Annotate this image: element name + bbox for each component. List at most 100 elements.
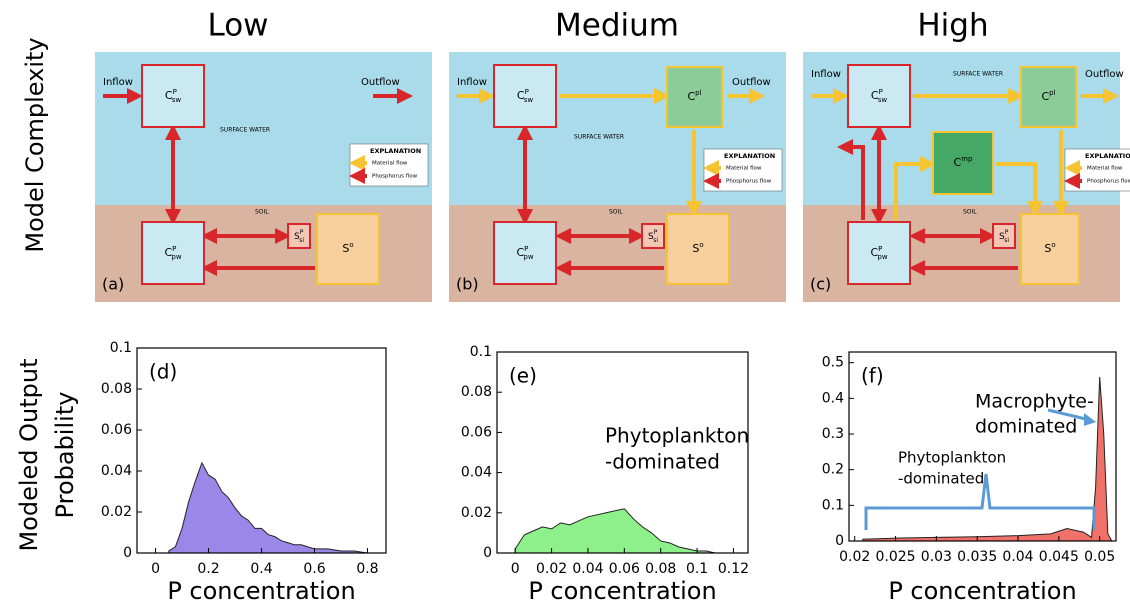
annotation: Macrophyte- xyxy=(975,391,1094,413)
panel-label: (f) xyxy=(861,364,884,388)
legend-text: Material flow xyxy=(372,161,408,167)
y-tick-label: 0.06 xyxy=(101,422,132,438)
column-title: High xyxy=(917,8,988,44)
inflow-label: Inflow xyxy=(103,77,133,88)
surface-water-label: SURFACE WATER xyxy=(574,134,624,141)
outflow-label: Outflow xyxy=(732,77,771,88)
x-axis-label: P concentration xyxy=(888,577,1076,605)
x-axis-label: P concentration xyxy=(528,577,716,605)
x-tick-label: 0.2 xyxy=(197,561,219,577)
annotation: Phytoplankton xyxy=(898,449,1006,467)
row-label: Probability xyxy=(51,392,79,519)
x-tick-label: 0.4 xyxy=(250,561,272,577)
annotation: Phytoplankton xyxy=(605,424,749,448)
label-sup: P xyxy=(173,88,177,96)
y-tick-label: 0.3 xyxy=(822,426,844,442)
label-sub: sw xyxy=(878,96,888,104)
label-sup: pl xyxy=(1049,89,1055,97)
y-tick-label: 0.02 xyxy=(101,504,132,520)
figure: Low Medium High Model Complexity Modeled… xyxy=(0,0,1130,609)
annotation: -dominated xyxy=(605,450,720,474)
x-tick-label: 0.035 xyxy=(957,549,997,565)
label-sup: o xyxy=(349,241,353,249)
label-sup: P xyxy=(1005,229,1009,236)
x-tick-label: 0.08 xyxy=(645,561,676,577)
legend-text: Material flow xyxy=(1087,166,1123,172)
x-axis-label: P concentration xyxy=(167,577,355,605)
legend-text: Phosphorus flow xyxy=(372,174,418,180)
x-tick-label: 0 xyxy=(151,561,160,577)
label-base: S xyxy=(1044,242,1051,255)
annotation: dominated xyxy=(975,416,1077,438)
label-sup: o xyxy=(1051,241,1055,249)
inflow-label: Inflow xyxy=(811,69,841,80)
label-sup: P xyxy=(878,245,882,253)
label-sub: pw xyxy=(171,253,181,261)
y-tick-label: 0.04 xyxy=(101,463,132,479)
label-sup: P xyxy=(654,229,658,236)
label-sub: si xyxy=(299,237,304,244)
area xyxy=(169,463,368,553)
x-tick-label: 0.02 xyxy=(839,549,870,565)
y-tick-label: 0.06 xyxy=(461,424,492,440)
y-tick-label: 0.1 xyxy=(110,340,132,356)
label-sup: P xyxy=(300,229,304,236)
panel-label: (a) xyxy=(102,275,124,294)
surface-water-label: SURFACE WATER xyxy=(220,127,270,134)
plot-frame xyxy=(849,352,1116,541)
x-tick-label: 0.045 xyxy=(1039,549,1079,565)
label-base: S xyxy=(342,242,349,255)
label-sub: si xyxy=(1004,237,1009,244)
legend-text: Material flow xyxy=(726,166,762,172)
diagram: InflowOutflowSURFACE WATERSOILCPswCplCmp… xyxy=(803,52,1130,302)
label-sup: P xyxy=(524,245,528,253)
row-label: Model Complexity xyxy=(21,37,49,252)
column-title: Medium xyxy=(555,8,679,44)
label-sub: pw xyxy=(523,253,533,261)
explanation-title: EXPLANATION xyxy=(1085,152,1130,160)
x-tick-label: 0.03 xyxy=(921,549,952,565)
y-tick-label: 0.04 xyxy=(461,465,492,481)
inflow-label: Inflow xyxy=(457,77,487,88)
panel-label: (d) xyxy=(149,360,177,384)
y-tick-label: 0.08 xyxy=(101,381,132,397)
x-tick-label: 0 xyxy=(511,561,520,577)
label-sub: si xyxy=(653,237,658,244)
x-tick-label: 0.05 xyxy=(1084,549,1115,565)
label-sup: P xyxy=(525,88,529,96)
outflow-label: Outflow xyxy=(361,77,400,88)
pointer-head xyxy=(1084,413,1096,426)
panel-label: (e) xyxy=(509,364,537,388)
x-tick-label: 0.04 xyxy=(1002,549,1033,565)
legend-text: Phosphorus flow xyxy=(1087,179,1130,185)
x-tick-label: 0.02 xyxy=(536,561,567,577)
compartment xyxy=(933,132,993,194)
y-tick-label: 0.1 xyxy=(470,344,492,360)
legend-text: Phosphorus flow xyxy=(726,179,772,185)
soil-label: SOIL xyxy=(255,209,269,216)
label-sup: P xyxy=(879,88,883,96)
y-tick-label: 0.5 xyxy=(822,355,844,371)
label-sub: pw xyxy=(877,253,887,261)
x-tick-label: 0.025 xyxy=(875,549,915,565)
x-tick-label: 0.1 xyxy=(686,561,708,577)
y-tick-label: 0.08 xyxy=(461,384,492,400)
label-sup: mp xyxy=(961,155,973,163)
y-tick-label: 0.2 xyxy=(822,462,844,478)
x-tick-label: 0.06 xyxy=(609,561,640,577)
y-tick-label: 0 xyxy=(123,545,132,561)
y-tick-label: 0 xyxy=(835,533,844,549)
x-tick-label: 0.8 xyxy=(356,561,378,577)
x-tick-label: 0.12 xyxy=(718,561,749,577)
label-base: S xyxy=(692,242,699,255)
column-title: Low xyxy=(207,8,268,44)
y-tick-label: 0.1 xyxy=(822,497,844,513)
label-sub: sw xyxy=(172,96,182,104)
row-label: Modeled Output xyxy=(15,358,43,551)
